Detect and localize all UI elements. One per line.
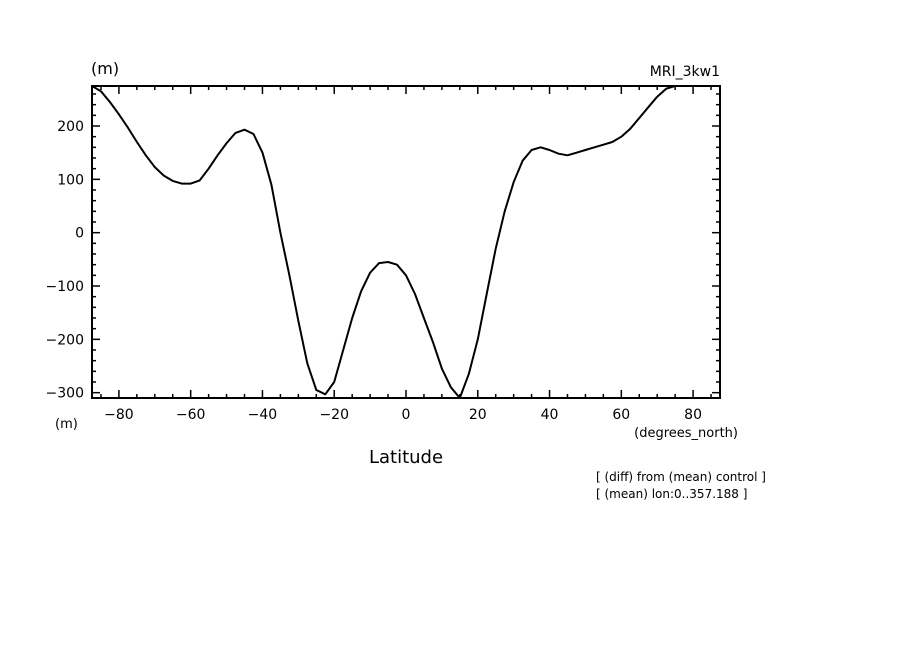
series-line [91, 85, 720, 399]
x-tick-label: 60 [612, 407, 630, 423]
note-line-2: [ (mean) lon:0..357.188 ] [596, 487, 747, 501]
x-tick-label: −40 [248, 407, 278, 423]
x-tick-label: 40 [541, 407, 559, 423]
y-tick-label: −100 [46, 279, 84, 295]
y-tick-label: 100 [57, 172, 84, 188]
x-tick-label: 80 [684, 407, 702, 423]
x-tick-label: −80 [104, 407, 134, 423]
x-tick-label: −20 [319, 407, 349, 423]
note-line-1: [ (diff) from (mean) control ] [596, 470, 766, 484]
y-axis-unit-top: (m) [91, 59, 119, 78]
y-axis-unit-bottom: (m) [55, 417, 78, 432]
y-tick-label: −200 [46, 332, 84, 348]
y-tick-label: 200 [57, 119, 84, 135]
x-tick-label: 0 [402, 407, 411, 423]
x-tick-label: 20 [469, 407, 487, 423]
y-tick-label: 0 [75, 226, 84, 242]
x-tick-label: −60 [176, 407, 206, 423]
x-axis-units: (degrees_north) [634, 426, 738, 441]
plot-frame [91, 85, 721, 399]
y-tick-label: −300 [46, 386, 84, 402]
chart-title: MRI_3kw1 [650, 64, 720, 80]
x-axis-label: Latitude [369, 447, 443, 468]
